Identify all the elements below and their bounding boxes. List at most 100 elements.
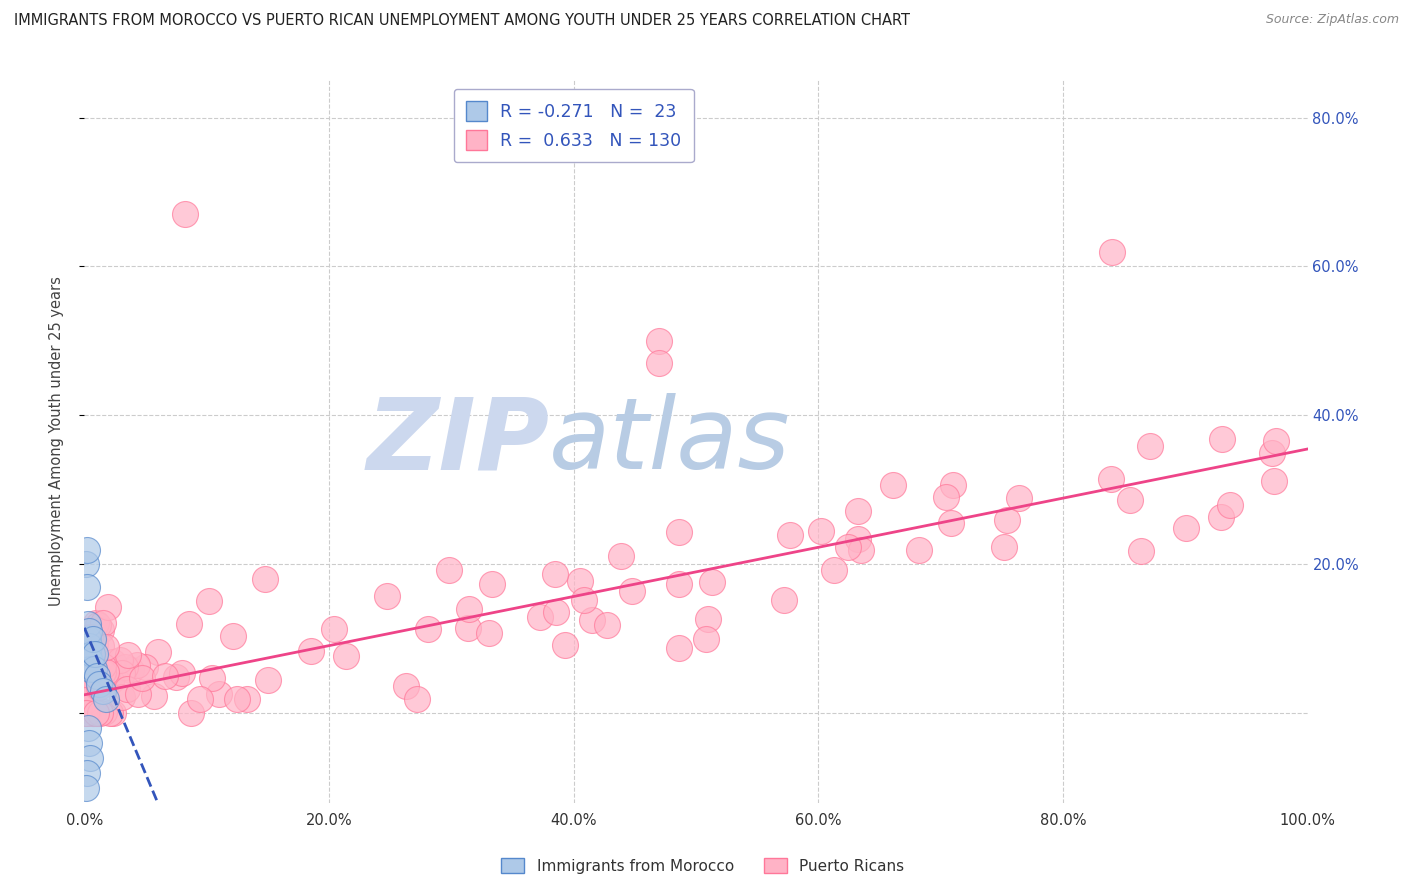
Point [823,563,845,577]
Legend: R = -0.271   N =  23, R =  0.633   N = 130: R = -0.271 N = 23, R = 0.633 N = 130 [454,89,693,162]
Text: atlas: atlas [550,393,790,490]
Point [568,574,591,588]
Point [101,655,124,669]
Point [84,665,107,679]
Point [1099,472,1122,486]
Point [86,706,108,721]
Point [77,624,100,639]
Point [77,721,100,735]
Point [939,516,962,531]
Point [90,639,112,653]
Point [173,207,195,221]
Point [697,612,720,626]
Point [226,691,249,706]
Point [257,673,280,688]
Point [125,658,148,673]
Point [87,680,110,694]
Point [908,542,931,557]
Point [406,691,429,706]
Point [82,706,104,721]
Point [165,670,187,684]
Point [188,691,211,706]
Point [84,615,107,630]
Point [86,669,108,683]
Point [75,685,97,699]
Point [75,632,97,646]
Point [84,637,107,651]
Point [779,528,801,542]
Point [180,706,202,721]
Point [1174,521,1197,535]
Point [90,672,112,686]
Point [335,648,357,663]
Point [1130,544,1153,558]
Point [394,679,416,693]
Point [581,614,603,628]
Point [648,356,671,370]
Point [100,673,122,688]
Text: IMMIGRANTS FROM MOROCCO VS PUERTO RICAN UNEMPLOYMENT AMONG YOUTH UNDER 25 YEARS : IMMIGRANTS FROM MOROCCO VS PUERTO RICAN … [14,13,910,29]
Point [77,640,100,654]
Point [79,751,101,765]
Point [773,592,796,607]
Point [76,766,98,780]
Point [96,691,118,706]
Point [111,690,134,704]
Text: Source: ZipAtlas.com: Source: ZipAtlas.com [1265,13,1399,27]
Point [648,334,671,348]
Point [457,621,479,635]
Point [1101,244,1123,259]
Point [127,687,149,701]
Point [416,622,439,636]
Point [91,659,114,673]
Point [93,616,115,631]
Point [131,671,153,685]
Point [77,736,100,750]
Point [142,690,165,704]
Point [101,706,124,721]
Point [668,641,690,656]
Point [82,660,104,674]
Point [942,478,965,492]
Point [1211,432,1233,446]
Point [87,618,110,632]
Point [236,691,259,706]
Point [554,638,576,652]
Point [254,572,277,586]
Point [846,532,869,546]
Text: ZIP: ZIP [366,393,550,490]
Point [89,706,111,721]
Point [695,632,717,646]
Point [101,665,124,680]
Point [201,671,224,685]
Point [82,706,104,721]
Point [375,589,398,603]
Point [457,602,479,616]
Point [97,600,120,615]
Point [437,563,460,577]
Point [75,693,97,707]
Point [84,706,107,720]
Point [80,683,103,698]
Point [134,660,156,674]
Point [120,663,142,677]
Y-axis label: Unemployment Among Youth under 25 years: Unemployment Among Youth under 25 years [49,277,63,607]
Point [117,648,139,662]
Point [79,630,101,644]
Point [544,605,567,619]
Point [668,576,690,591]
Point [323,622,346,636]
Point [83,662,105,676]
Point [77,647,100,661]
Point [478,626,501,640]
Point [668,524,690,539]
Point [76,706,98,721]
Point [1209,509,1232,524]
Point [79,686,101,700]
Point [177,616,200,631]
Point [198,594,221,608]
Point [810,524,832,538]
Point [76,674,98,689]
Point [79,662,101,676]
Point [995,513,1018,527]
